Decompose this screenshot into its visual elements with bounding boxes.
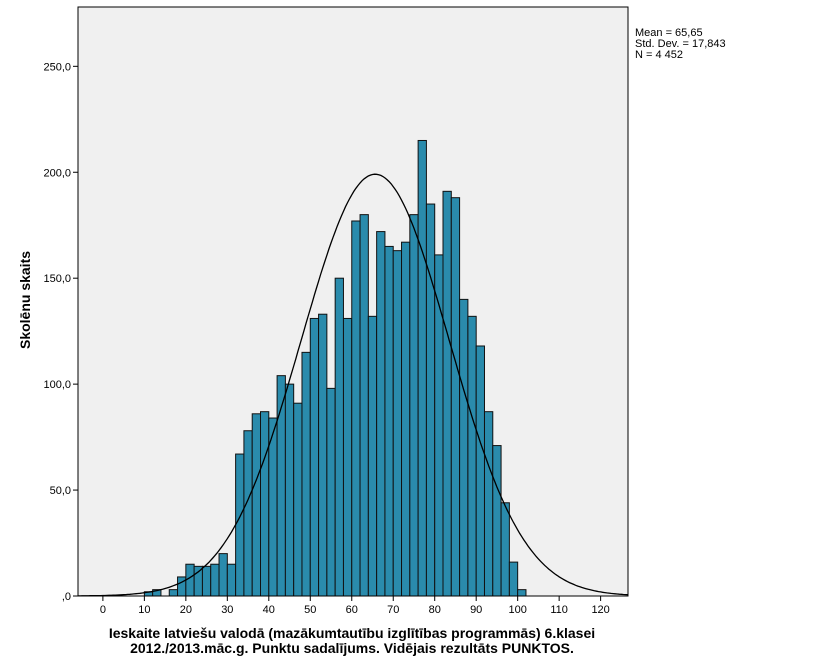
x-axis-label-line-2: 2012./2013.māc.g. Punktu sadalījums. Vid…: [130, 640, 574, 656]
x-tick-label: 110: [550, 604, 568, 616]
x-tick-label: 20: [180, 604, 192, 616]
histogram-bar: [492, 445, 502, 597]
histogram-bar: [359, 214, 369, 597]
x-tick-label: 30: [221, 604, 233, 616]
y-axis-label: Skolēnu skaits: [17, 251, 33, 349]
x-tick-label: 80: [429, 604, 441, 616]
histogram-bar: [210, 563, 220, 597]
histogram-bar: [417, 139, 427, 597]
y-tick-label: 250,0: [43, 61, 71, 73]
histogram-bar: [235, 453, 245, 597]
histogram-bar: [459, 298, 469, 597]
x-tick-label: 90: [470, 604, 482, 616]
histogram-bar: [401, 241, 411, 597]
histogram-bar: [508, 561, 519, 597]
histogram-bar: [309, 317, 320, 597]
histogram-bar: [334, 277, 344, 597]
x-tick-label: 10: [138, 604, 150, 616]
histogram-bar: [284, 383, 295, 597]
histogram-bar: [301, 351, 311, 597]
histogram-bar: [392, 250, 403, 597]
x-tick-label: 120: [591, 604, 609, 616]
y-axis: ,0 50,0 100,0 150,0 200,0 250,0: [43, 61, 78, 603]
x-tick-label: 60: [346, 604, 358, 616]
histogram-bar: [475, 345, 485, 597]
legend-std-dev: Std. Dev. = 17,843: [635, 38, 726, 50]
histogram-bar: [218, 553, 228, 597]
histogram-bar: [500, 502, 510, 597]
x-axis-label-line-1: Ieskaite latviešu valodā (mazākumtautību…: [109, 625, 595, 641]
y-tick-label: 150,0: [43, 273, 71, 285]
histogram-bar: [185, 563, 195, 597]
plot-frame: [77, 6, 629, 597]
x-tick-label: 100: [508, 604, 526, 616]
histogram-bar: [442, 190, 452, 597]
x-tick-label: 0: [100, 604, 106, 616]
y-tick-label: 100,0: [43, 379, 71, 391]
x-tick-label: 40: [263, 604, 275, 616]
x-tick-label: 50: [304, 604, 316, 616]
histogram-bar: [376, 231, 386, 597]
histogram-bar: [425, 203, 436, 597]
histogram-bar: [517, 589, 527, 597]
legend-mean: Mean = 65,65: [635, 27, 703, 39]
histogram-bar: [483, 411, 494, 597]
y-tick-label: ,0: [62, 591, 71, 603]
histogram-bar: [193, 565, 203, 597]
histogram-bar: [367, 315, 378, 597]
histogram-bar: [243, 430, 253, 597]
y-tick-label: 200,0: [43, 167, 71, 179]
histogram-bar: [318, 313, 328, 597]
y-tick-label: 50,0: [50, 485, 71, 497]
histogram-bar: [409, 214, 419, 597]
histogram-bar: [260, 411, 270, 597]
histogram-bar: [326, 387, 336, 597]
histogram-bar: [384, 245, 394, 597]
histogram-bar: [226, 563, 237, 597]
histogram-bar: [268, 417, 278, 597]
histogram-bar: [351, 220, 361, 597]
x-tick-label: 70: [387, 604, 399, 616]
legend-n: N = 4 452: [635, 49, 683, 61]
histogram-bar: [342, 317, 353, 597]
histogram-bar: [177, 576, 187, 597]
x-axis: 0 10 20 30 40 50 60 70 80 90 100 110 120: [100, 596, 610, 616]
normal-curve: [78, 173, 628, 597]
histogram-bar: [450, 197, 461, 597]
histogram-bar: [201, 565, 212, 597]
histogram-bar: [251, 413, 262, 597]
histogram-bar: [168, 589, 179, 597]
histogram-bar: [467, 315, 477, 597]
histogram-bar: [293, 402, 303, 597]
